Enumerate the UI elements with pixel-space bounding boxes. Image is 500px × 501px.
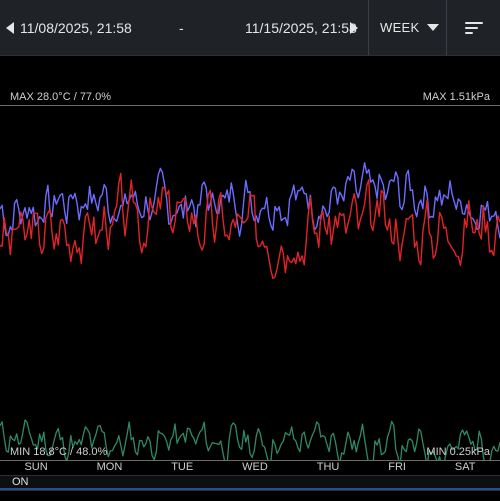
max-right-label: MAX 1.51kPa [422,91,490,103]
sort-icon [465,21,483,35]
day-axis: SUN MON TUE WED THU FRI SAT [0,461,500,475]
sort-button[interactable] [465,0,483,55]
status-bar [0,488,500,490]
min-line [0,460,500,461]
humidity-series-line [0,162,500,239]
end-date-field[interactable]: 11/15/2025, 21:58 [245,19,357,36]
toolbar-divider [446,0,447,55]
day-label: FRI [388,461,406,473]
min-left-label: MIN 18.8°C / 48.0% [10,446,108,458]
vpd-series-line [0,419,500,461]
day-label: SUN [24,461,48,473]
chart-plot [0,162,500,461]
chevron-down-icon [427,24,440,31]
status-strip [0,475,500,491]
status-label: ON [12,476,29,488]
start-date-field[interactable]: 11/08/2025, 21:58 [20,19,132,36]
next-end-button[interactable] [350,0,358,55]
top-toolbar: 11/08/2025, 21:58 - 11/15/2025, 21:58 WE… [0,0,500,56]
day-label: TUE [171,461,194,473]
chevron-right-icon [350,21,358,34]
sensor-chart: MAX 28.0°C / 77.0% MAX 1.51kPa MIN 18.8°… [0,85,500,461]
chevron-left-icon [6,21,14,34]
date-range-separator: - [179,19,184,36]
period-select[interactable]: WEEK [380,0,440,55]
day-label: WED [242,461,268,473]
day-label: SAT [454,461,476,473]
day-label: THU [316,461,340,473]
temperature-series-line [0,172,500,279]
day-label: MON [96,461,123,473]
max-left-label: MAX 28.0°C / 77.0% [10,91,112,103]
prev-start-button[interactable] [6,0,14,55]
min-right-label: MIN 0.25kPa [426,446,490,458]
max-line [0,105,500,106]
toolbar-divider [368,0,369,55]
